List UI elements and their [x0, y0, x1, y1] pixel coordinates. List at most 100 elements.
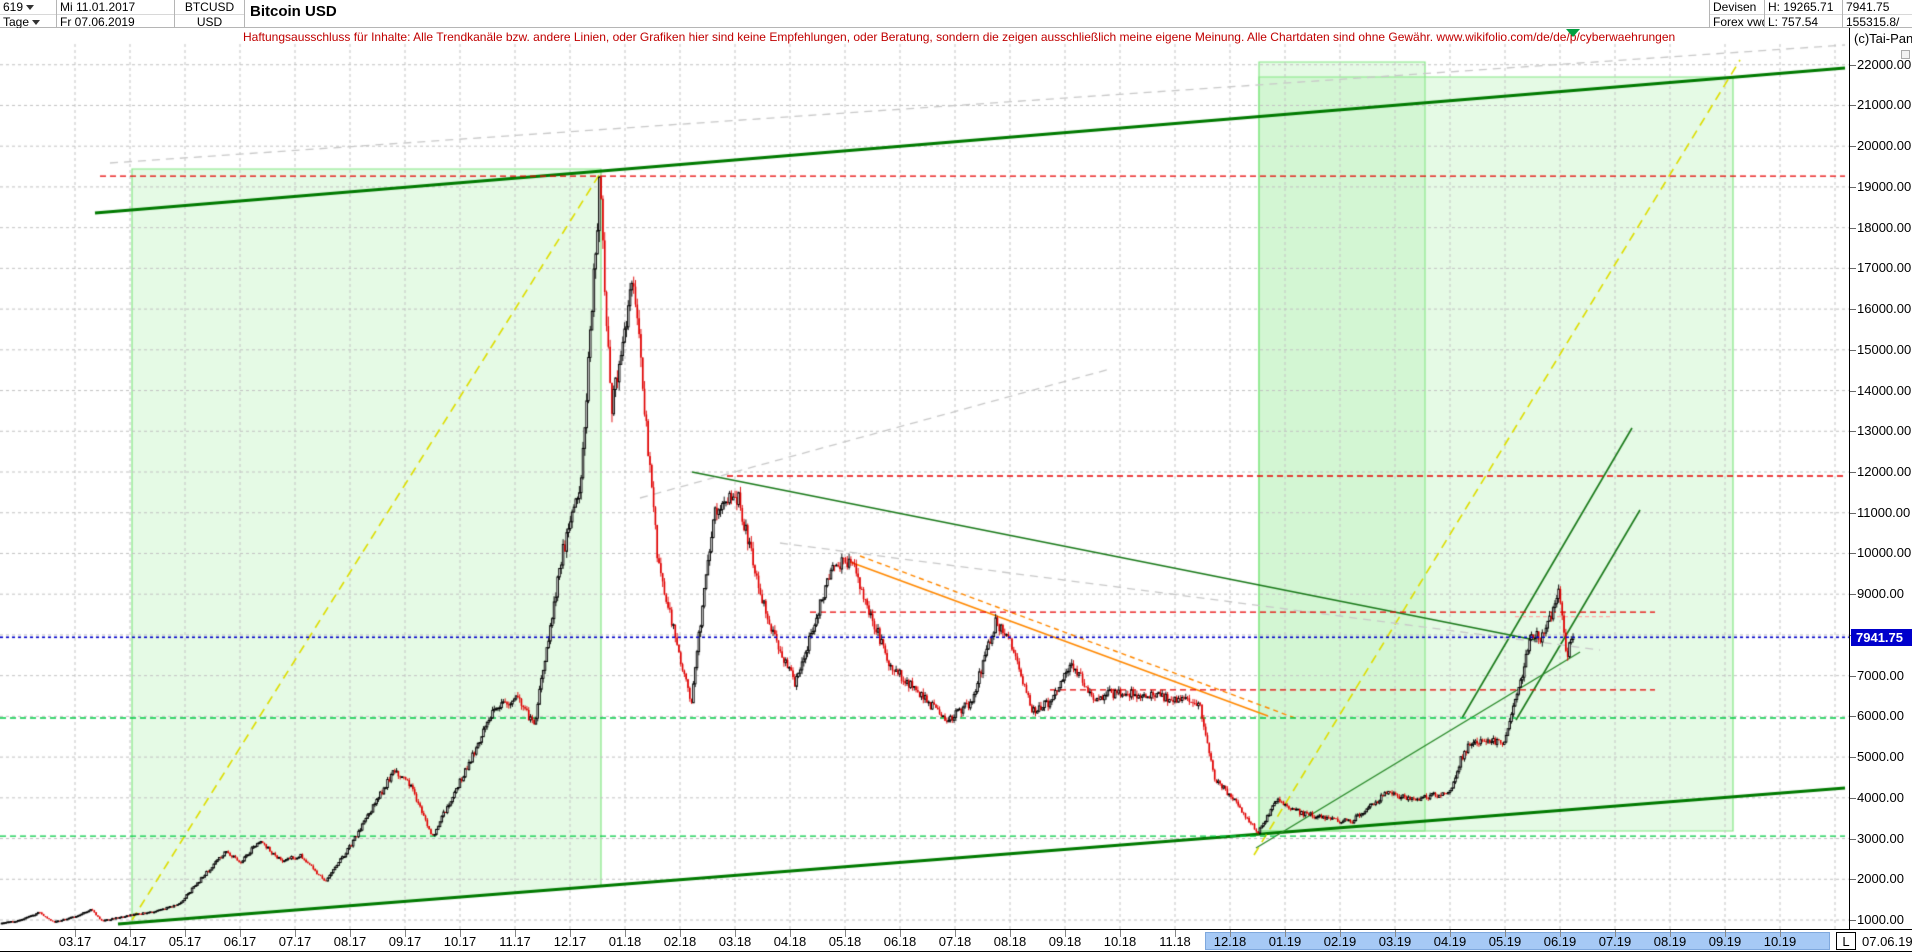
x-axis-label: 10.19	[1763, 934, 1797, 949]
x-axis-tick	[515, 930, 516, 937]
x-axis-tick	[75, 930, 76, 937]
bars-period-cell: 619 Tage	[0, 0, 57, 28]
y-axis-tick	[1850, 716, 1856, 718]
x-axis-label: 04.17	[113, 934, 147, 949]
x-axis-label: 07.17	[278, 934, 312, 949]
x-axis-label: 07.19	[1598, 934, 1632, 949]
x-axis-label: 08.17	[333, 934, 367, 949]
period-value: Tage	[3, 15, 30, 28]
x-axis-tick	[350, 930, 351, 937]
y-axis-tick	[1850, 920, 1856, 921]
x-axis-tick	[1505, 930, 1506, 937]
current-price-tag: 7941.75	[1851, 629, 1912, 647]
symbol-cell: BTCUSD USD	[175, 0, 245, 28]
x-axis-tick	[1065, 930, 1066, 937]
copyright-label: (c)Tai-Pan	[1854, 31, 1912, 46]
last-price-value: 7941.75	[1846, 0, 1890, 14]
currency-code: USD	[175, 14, 244, 28]
y-axis-label: 12000.00	[1857, 463, 1912, 479]
chevron-down-icon[interactable]	[32, 20, 41, 26]
y-axis-tick	[1850, 186, 1856, 188]
y-axis-label: 16000.00	[1857, 301, 1912, 317]
chart-header: 619 Tage Mi 11.01.2017 Fr 07.06.2019 BTC…	[0, 0, 1912, 28]
price-axis[interactable]: (c)Tai-Pan 22000.00 21000.00 20000.00 19000…	[1849, 28, 1912, 929]
y-axis-label: 21000.00	[1857, 97, 1912, 113]
axis-grip[interactable]	[1901, 50, 1910, 59]
y-axis-tick	[1850, 105, 1856, 107]
y-axis-tick	[1850, 879, 1856, 881]
x-axis-tick	[1450, 930, 1451, 937]
x-axis-tick	[1010, 930, 1011, 937]
date-range-selection[interactable]	[1205, 932, 1830, 950]
signal-marker-icon	[1566, 29, 1580, 37]
x-axis-label: 11.18	[1159, 934, 1191, 949]
y-axis-tick	[1850, 594, 1856, 596]
x-axis-label: 09.18	[1048, 934, 1082, 949]
y-axis-tick	[1850, 471, 1856, 473]
y-axis-label: 1000.00	[1857, 912, 1904, 927]
session-high: H: 19265.71	[1768, 0, 1834, 14]
date-axis[interactable]: 03.17 04.17 05.17 06.17 07.17 08.17 09.17 10.17…	[0, 929, 1912, 952]
date-range-cell: Mi 11.01.2017 Fr 07.06.2019	[57, 0, 175, 28]
y-axis-label: 6000.00	[1857, 708, 1904, 724]
x-axis-label: 05.18	[828, 934, 862, 949]
bars-count-dropdown[interactable]: 619	[0, 0, 56, 14]
y-axis-tick	[1850, 227, 1856, 229]
y-axis-tick	[1850, 757, 1856, 759]
y-axis-tick	[1850, 512, 1856, 514]
x-axis-tick	[625, 930, 626, 937]
x-axis-tick	[735, 930, 736, 937]
x-axis-label: 12.18	[1213, 934, 1247, 949]
x-axis-label: 04.18	[773, 934, 807, 949]
x-axis-tick	[1340, 930, 1341, 937]
feed-name: Forex vwd	[1710, 14, 1764, 28]
x-axis-tick	[900, 930, 901, 937]
bars-count-value: 619	[3, 0, 24, 14]
x-axis-label: 02.19	[1323, 934, 1357, 949]
x-axis-label: 09.19	[1708, 934, 1742, 949]
y-axis-tick	[1850, 431, 1856, 433]
x-axis-label: 10.18	[1103, 934, 1137, 949]
x-axis-label: 06.17	[223, 934, 257, 949]
y-axis-label: 14000.00	[1857, 382, 1912, 398]
disclaimer-text: Haftungsausschluss für Inhalte: Alle Tre…	[243, 30, 1676, 44]
y-axis-label: 17000.00	[1857, 260, 1912, 276]
y-axis-label: 4000.00	[1857, 789, 1904, 805]
market-cell: Devisen Forex vwd	[1709, 0, 1765, 28]
y-axis-label: 2000.00	[1857, 871, 1904, 887]
volume-value: 155315.8/	[1843, 14, 1912, 28]
x-axis-label: 06.18	[883, 934, 917, 949]
period-dropdown[interactable]: Tage	[0, 14, 56, 28]
x-axis-label: 05.17	[168, 934, 202, 949]
y-axis-label: 11000.00	[1857, 504, 1911, 520]
x-axis-tick	[1560, 930, 1561, 937]
x-axis-label: 03.17	[58, 934, 92, 949]
y-axis-tick	[1850, 349, 1856, 351]
y-axis-label: 18000.00	[1857, 219, 1912, 235]
last-price-cell: 7941.75 155315.8/	[1843, 0, 1912, 28]
x-axis-tick	[790, 930, 791, 937]
x-axis-label: 09.17	[388, 934, 422, 949]
x-axis-tick	[1670, 930, 1671, 937]
x-axis-label: 08.18	[993, 934, 1027, 949]
y-axis-label: 3000.00	[1857, 830, 1904, 846]
y-axis-tick	[1850, 146, 1856, 148]
x-axis-label: 06.19	[1543, 934, 1577, 949]
x-axis-label: 03.18	[718, 934, 752, 949]
x-axis-label: 02.18	[663, 934, 697, 949]
date-to: Fr 07.06.2019	[57, 14, 174, 28]
x-axis-label: 12.17	[553, 934, 587, 949]
x-axis-label: 03.19	[1378, 934, 1412, 949]
y-axis-tick	[1850, 309, 1856, 311]
x-axis-label: 05.19	[1488, 934, 1522, 949]
x-axis-label: 07.18	[938, 934, 972, 949]
x-axis-tick	[130, 930, 131, 937]
chevron-down-icon[interactable]	[26, 5, 35, 11]
y-axis-label: 15000.00	[1857, 341, 1912, 357]
x-axis-tick	[1615, 930, 1616, 937]
y-axis-label: 19000.00	[1857, 178, 1912, 194]
y-axis-label: 5000.00	[1857, 749, 1904, 765]
x-axis-tick	[1230, 930, 1231, 937]
